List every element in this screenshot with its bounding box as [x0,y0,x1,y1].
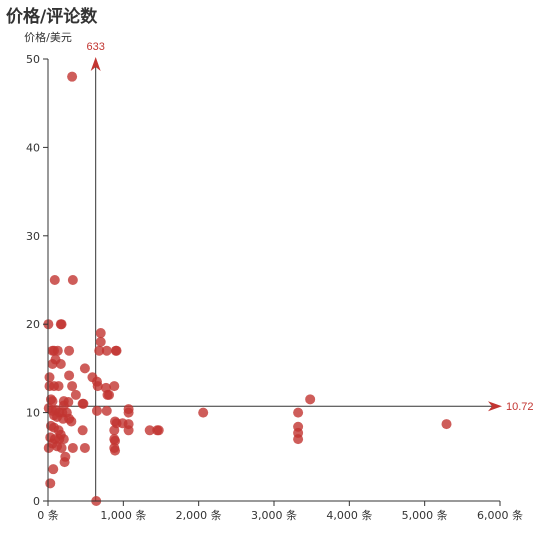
y-tick-label: 40 [26,141,40,154]
data-point [123,407,134,418]
data-point [110,445,121,456]
data-point [95,336,106,347]
data-point [55,358,66,369]
data-point [198,407,209,418]
axes: 0 条 1,000 条 2,000 条 3,000 条 4,000 条 5,000 条 6,… [26,53,523,522]
x-tick-label: 5,000 条 [402,508,448,522]
x-tick-label: 0 条 [37,508,59,522]
data-point [67,442,78,453]
data-point [59,457,70,468]
data-point [104,389,115,400]
data-point [70,389,81,400]
y-axis-label: 价格/美元 [24,30,72,44]
data-point [67,71,78,82]
x-tick-label: 1,000 条 [100,508,146,522]
data-point [53,381,64,392]
x-tick-label: 2,000 条 [176,508,222,522]
data-point [79,442,90,453]
y-average-arrow [488,401,502,412]
data-point [64,370,75,381]
data-point [101,405,112,416]
data-point [78,398,89,409]
data-point [58,434,69,445]
data-point [47,358,58,369]
data-point [441,419,452,430]
data-point [94,345,105,356]
data-point [109,381,120,392]
data-point [67,381,78,392]
data-point [64,345,75,356]
data-point [77,425,88,436]
chart-title: 价格/评论数 [6,7,98,27]
data-point [109,425,120,436]
data-point [44,372,55,383]
data-point [91,405,102,416]
x-average-arrow [90,57,101,71]
x-tick-label: 4,000 条 [326,508,372,522]
data-point [79,363,90,374]
data-point [67,275,78,285]
data-point [101,345,112,356]
data-point [48,464,59,475]
x-tick-label: 6,000 条 [477,508,523,522]
data-point [56,319,67,330]
data-point [123,425,134,436]
x-tick-label: 3,000 条 [251,508,297,522]
y-tick-label: 10 [26,407,40,420]
data-point [305,394,316,405]
data-point [293,434,304,445]
data-point [66,416,77,427]
y-tick-label: 20 [26,318,40,331]
x-average-label: 633 [87,41,105,53]
data-point [95,328,106,339]
y-tick-label: 0 [33,495,40,508]
data-point [153,425,164,436]
y-tick-label: 30 [26,230,40,243]
scatter-points [43,71,452,506]
data-point [52,345,63,356]
data-point [144,425,155,436]
data-point [293,407,304,418]
y-tick-label: 50 [26,53,40,66]
data-point [56,442,67,453]
mark-lines: 633 10.72 [48,41,534,501]
data-point [111,345,122,356]
data-point [49,275,60,285]
data-point [92,381,103,392]
data-point [45,478,56,489]
y-average-label: 10.72 [506,401,534,413]
